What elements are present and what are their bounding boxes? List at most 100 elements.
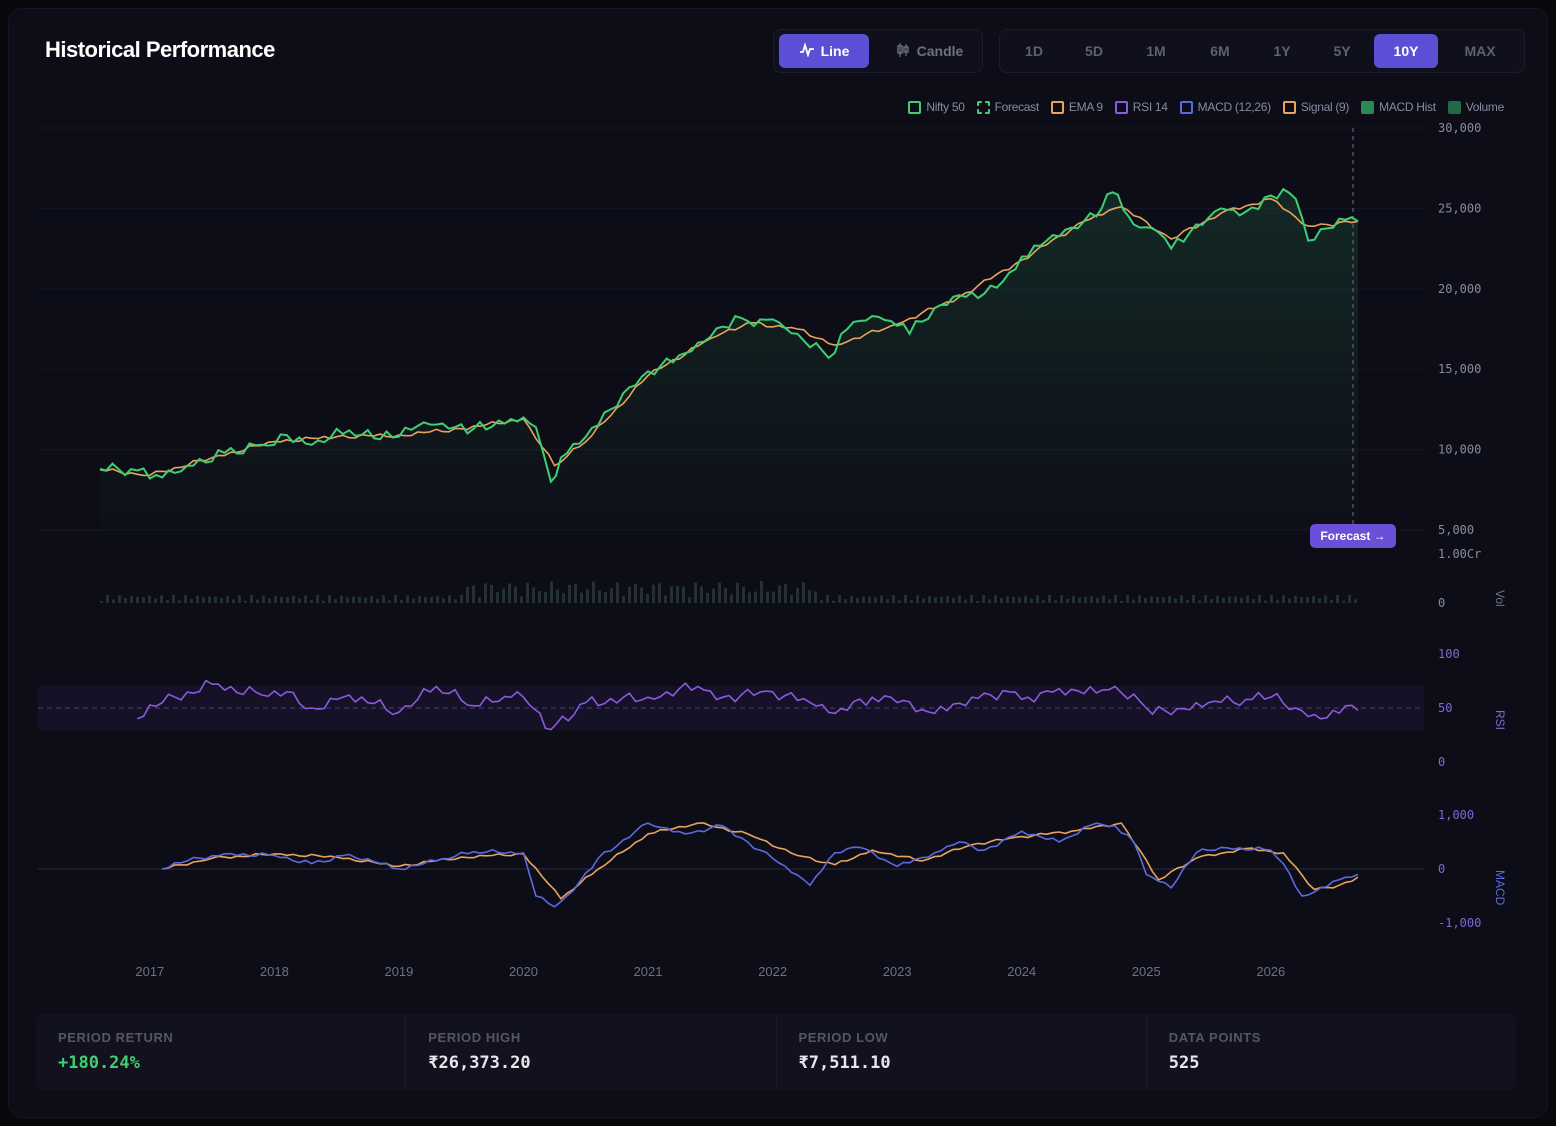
volume-bar — [1192, 595, 1195, 603]
volume-bar — [316, 595, 319, 603]
rsi-panel-label: RSI — [1493, 710, 1507, 730]
volume-bar — [1078, 597, 1081, 603]
legend-label: MACD Hist — [1379, 100, 1436, 114]
volume-bar — [670, 586, 673, 603]
volume-bar — [1348, 595, 1351, 603]
volume-bar — [202, 597, 205, 603]
volume-bar — [1342, 600, 1345, 603]
forecast-badge[interactable]: Forecast → — [1310, 524, 1396, 548]
range-5d-button[interactable]: 5D — [1085, 43, 1103, 59]
volume-bar — [262, 595, 265, 603]
range-10y-button[interactable]: 10Y — [1374, 34, 1438, 68]
volume-bar — [1156, 596, 1159, 603]
series-layer — [99, 187, 1359, 908]
volume-bar — [1126, 595, 1129, 603]
legend-macd[interactable]: MACD (12,26) — [1179, 100, 1271, 114]
volume-bar — [586, 589, 589, 603]
volume-bar — [292, 595, 295, 603]
range-1d-button[interactable]: 1D — [1025, 43, 1043, 59]
volume-bar — [112, 599, 115, 603]
volume-bar — [916, 595, 919, 603]
volume-bar — [556, 589, 559, 603]
price-area-fill — [100, 189, 1358, 530]
volume-bar — [448, 595, 451, 603]
volume-bar — [634, 584, 637, 603]
volume-bar — [454, 599, 457, 603]
volume-bar — [568, 584, 571, 603]
volume-bar — [610, 588, 613, 603]
legend-forecast[interactable]: Forecast — [976, 100, 1039, 114]
legend-nifty50[interactable]: Nifty 50 — [908, 100, 965, 114]
volume-bar — [1144, 598, 1147, 603]
volume-bar — [340, 595, 343, 603]
volume-bar — [214, 596, 217, 603]
legend-macd-hist[interactable]: MACD Hist — [1361, 100, 1436, 114]
legend-signal[interactable]: Signal (9) — [1282, 100, 1349, 114]
volume-bar — [118, 595, 121, 603]
volume-bar — [1216, 595, 1219, 603]
volume-bar — [478, 597, 481, 603]
volume-bar — [988, 599, 991, 603]
year-tick-label: 2017 — [135, 964, 164, 979]
volume-bar — [904, 595, 907, 603]
volume-bar — [238, 595, 241, 603]
volume-bar — [160, 595, 163, 603]
volume-bar — [1246, 595, 1249, 603]
volume-bar — [946, 596, 949, 603]
range-5y-button[interactable]: 5Y — [1333, 43, 1351, 59]
volume-bar — [304, 595, 307, 603]
stat-label: PERIOD HIGH — [428, 1030, 521, 1045]
line-toggle[interactable]: Line — [779, 34, 869, 68]
stat-period-return: PERIOD RETURN +180.24% — [36, 1014, 407, 1090]
volume-bar — [1270, 595, 1273, 603]
volume-bar — [514, 586, 517, 603]
legend-swatch — [976, 100, 990, 114]
volume-bar — [658, 583, 661, 603]
volume-bar — [1060, 595, 1063, 603]
volume-bar — [412, 598, 415, 603]
volume-bar — [724, 587, 727, 603]
year-tick-label: 2025 — [1132, 964, 1161, 979]
range-1m-button[interactable]: 1M — [1146, 43, 1166, 59]
volume-bar — [958, 595, 961, 603]
performance-chart[interactable]: 30,000 25,000 20,000 15,000 10,000 5,000 1.00C… — [0, 0, 1556, 1000]
volume-bar — [196, 595, 199, 603]
volume-bar — [1282, 595, 1285, 603]
range-6m-button[interactable]: 6M — [1210, 43, 1230, 59]
volume-bar — [532, 587, 535, 603]
candle-toggle[interactable]: Candle — [879, 34, 979, 68]
volume-bar — [754, 591, 757, 603]
volume-bar — [964, 599, 967, 603]
volume-bar — [310, 599, 313, 603]
legend-volume[interactable]: Volume — [1447, 100, 1504, 114]
volume-bar — [862, 596, 865, 603]
range-1y-button[interactable]: 1Y — [1273, 43, 1291, 59]
volume-bar — [1102, 595, 1105, 603]
legend-rsi14[interactable]: RSI 14 — [1114, 100, 1168, 114]
year-tick-label: 2023 — [883, 964, 912, 979]
volume-bar — [208, 596, 211, 603]
volume-bar — [1336, 595, 1339, 603]
legend-swatch — [1050, 100, 1064, 114]
volume-bar — [640, 587, 643, 603]
legend-label: RSI 14 — [1132, 100, 1168, 114]
volume-bar — [1114, 595, 1117, 603]
legend-swatch — [1114, 100, 1128, 114]
year-tick-label: 2019 — [384, 964, 413, 979]
volume-tick-label: 1.00Cr — [1438, 547, 1481, 561]
volume-bar — [1012, 596, 1015, 603]
volume-bar — [766, 591, 769, 603]
range-max-button[interactable]: MAX — [1464, 43, 1496, 59]
legend-ema9[interactable]: EMA 9 — [1050, 100, 1103, 114]
year-tick-label: 2026 — [1256, 964, 1285, 979]
volume-bar — [376, 599, 379, 603]
volume-bar — [424, 597, 427, 603]
legend-label: MACD (12,26) — [1197, 100, 1271, 114]
volume-bar — [664, 595, 667, 603]
volume-bar — [580, 592, 583, 603]
volume-bar — [802, 582, 805, 603]
volume-bar — [1210, 598, 1213, 603]
volume-bar — [1234, 596, 1237, 603]
macd-panel-label: MACD — [1493, 870, 1507, 906]
volume-bar — [880, 595, 883, 603]
